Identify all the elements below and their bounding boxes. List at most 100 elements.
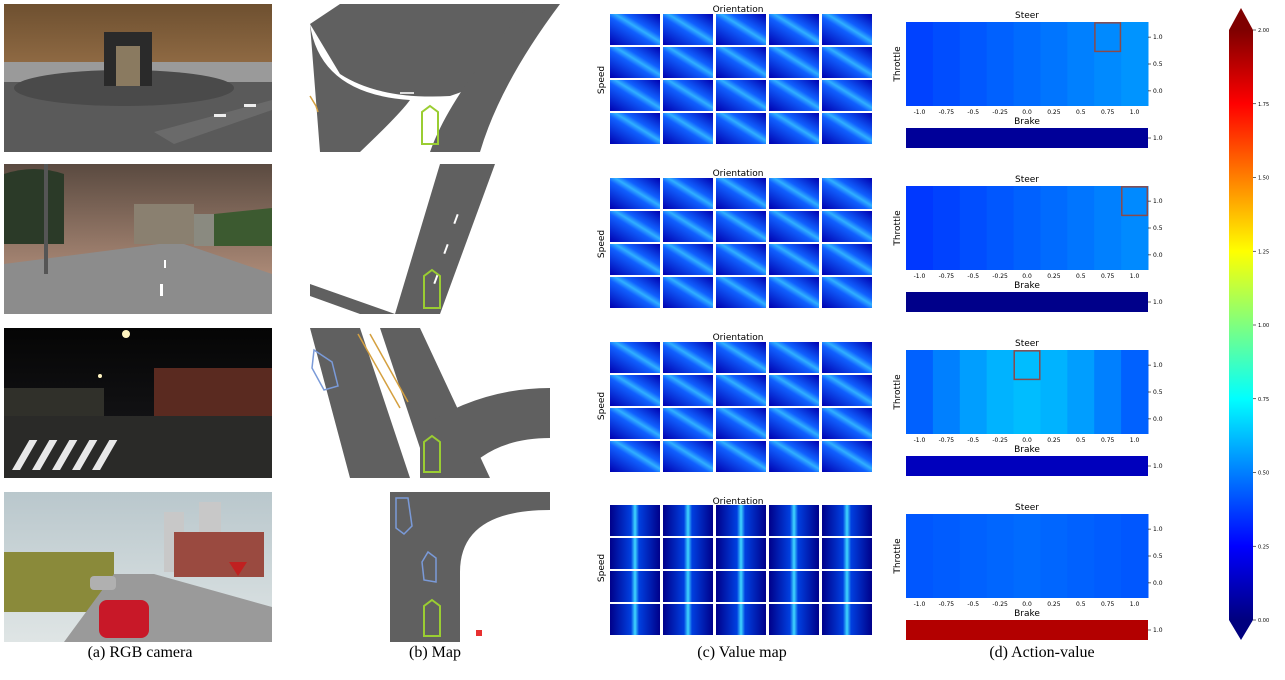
caption-value-map: (c) Value map: [697, 644, 787, 661]
action-value-cell: [986, 350, 1015, 434]
value-map-tile: [769, 604, 819, 635]
colorbar-tick-label: 0.25: [1258, 544, 1269, 550]
caption-rgb: (a) RGB camera: [87, 644, 193, 661]
brake-label: Brake: [1014, 445, 1040, 455]
value-map-tile: [716, 178, 766, 209]
value-map-tile: [822, 80, 872, 111]
steer-tick-label: -0.5: [967, 601, 979, 608]
brake-tick-label: 1.0: [1153, 135, 1163, 142]
value-map-tile: [663, 244, 713, 275]
value-map-tile: [610, 571, 660, 602]
value-map-tile: [610, 505, 660, 536]
rgb-image-1: [4, 4, 272, 152]
value-map-tile: [663, 211, 713, 242]
steer-tick-label: -1.0: [914, 437, 926, 444]
action-value-cell: [1121, 22, 1149, 106]
value-map-tile: [610, 47, 660, 78]
value-map-tile: [769, 277, 819, 308]
throttle-label: Throttle: [893, 374, 903, 411]
throttle-label: Throttle: [893, 538, 903, 575]
steer-title: Steer: [1015, 339, 1039, 349]
selected-action-box: [1094, 22, 1122, 53]
action-value-cell: [1067, 350, 1095, 434]
value-map-tile: [769, 505, 819, 536]
caption-action-value: (d) Action-value: [989, 644, 1095, 661]
steer-title: Steer: [1015, 503, 1039, 513]
value-map-tile: [716, 342, 766, 373]
colorbar-tick-label: 1.00: [1258, 323, 1269, 329]
value-map-tile: [769, 14, 819, 45]
steer-tick-label: -0.75: [939, 437, 955, 444]
value-map-tile: [610, 80, 660, 111]
value-map-tile: [822, 178, 872, 209]
action-value-cell: [1121, 350, 1149, 434]
steer-tick-label: 0.25: [1047, 601, 1061, 608]
colorbar-tick-label: 0.75: [1258, 397, 1269, 403]
value-map-title-4: Orientation: [713, 497, 764, 507]
action-value-cell: [1094, 514, 1122, 598]
steer-tick-label: 0.25: [1047, 437, 1061, 444]
value-map-tile: [716, 571, 766, 602]
value-map-tile: [663, 47, 713, 78]
action-value-cell: [932, 186, 961, 270]
action-value-cell: [1013, 22, 1041, 106]
value-map-ylabel-1: Speed: [597, 66, 607, 94]
brake-tick-label: 1.0: [1153, 463, 1163, 470]
value-map-tile: [822, 408, 872, 439]
action-value-cell: [1013, 186, 1041, 270]
brake-label: Brake: [1014, 281, 1040, 291]
action-value-cell: [932, 22, 961, 106]
value-map-tile: [663, 538, 713, 569]
value-map-tile: [610, 244, 660, 275]
steer-tick-label: 1.0: [1130, 437, 1140, 444]
steer-tick-label: -0.5: [967, 109, 979, 116]
colorbar-min-arrow: [1229, 620, 1253, 640]
action-value-cell: [932, 350, 961, 434]
steer-tick-label: 1.0: [1130, 109, 1140, 116]
throttle-tick-label: 0.5: [1153, 553, 1163, 560]
brake-label: Brake: [1014, 117, 1040, 127]
value-map-tile: [610, 441, 660, 472]
steer-tick-label: -0.25: [992, 437, 1008, 444]
rgb-image-3: [4, 328, 272, 478]
action-value-cell: [1040, 22, 1068, 106]
value-map-tile: [663, 113, 713, 144]
value-map-ylabel-4: Speed: [597, 554, 607, 582]
value-map-tile: [822, 441, 872, 472]
action-value-cell: [1040, 186, 1068, 270]
steer-tick-label: 0.75: [1101, 273, 1115, 280]
colorbar-tick-label: 0.50: [1258, 471, 1269, 477]
value-map-title-2: Orientation: [713, 169, 764, 179]
value-map-tile: [610, 538, 660, 569]
action-value-cell: [959, 22, 988, 106]
throttle-label: Throttle: [893, 210, 903, 247]
value-map-tile: [610, 211, 660, 242]
value-map-tile: [716, 604, 766, 635]
value-map-tile: [663, 178, 713, 209]
value-map-title-3: Orientation: [713, 333, 764, 343]
action-value-cell: [1094, 22, 1122, 106]
steer-tick-label: 0.25: [1047, 273, 1061, 280]
value-map-tile: [769, 441, 819, 472]
action-value-cell: [986, 22, 1015, 106]
value-map-tile: [769, 211, 819, 242]
steer-tick-label: 0.75: [1101, 109, 1115, 116]
steer-tick-label: -0.25: [992, 109, 1008, 116]
steer-tick-label: -0.5: [967, 437, 979, 444]
throttle-tick-label: 1.0: [1153, 526, 1163, 533]
steer-tick-label: -1.0: [914, 109, 926, 116]
colorbar-tick-label: 2.00: [1258, 28, 1269, 34]
steer-title: Steer: [1015, 11, 1039, 21]
throttle-label: Throttle: [893, 46, 903, 83]
throttle-tick-label: 0.0: [1153, 252, 1163, 259]
selected-action-box: [1013, 350, 1041, 381]
value-map-tile: [716, 80, 766, 111]
value-map-tile: [822, 342, 872, 373]
value-map-tile: [663, 604, 713, 635]
steer-tick-label: 0.5: [1076, 437, 1086, 444]
value-map-tile: [716, 505, 766, 536]
value-map-tile: [663, 408, 713, 439]
action-value-chart-1: Steer Throttle 1.0 0.5 0.0 -1.0 -0.75 -0.5 -0.25…: [893, 11, 1163, 148]
value-map-tile: [610, 277, 660, 308]
brake-bar: [906, 292, 1148, 312]
